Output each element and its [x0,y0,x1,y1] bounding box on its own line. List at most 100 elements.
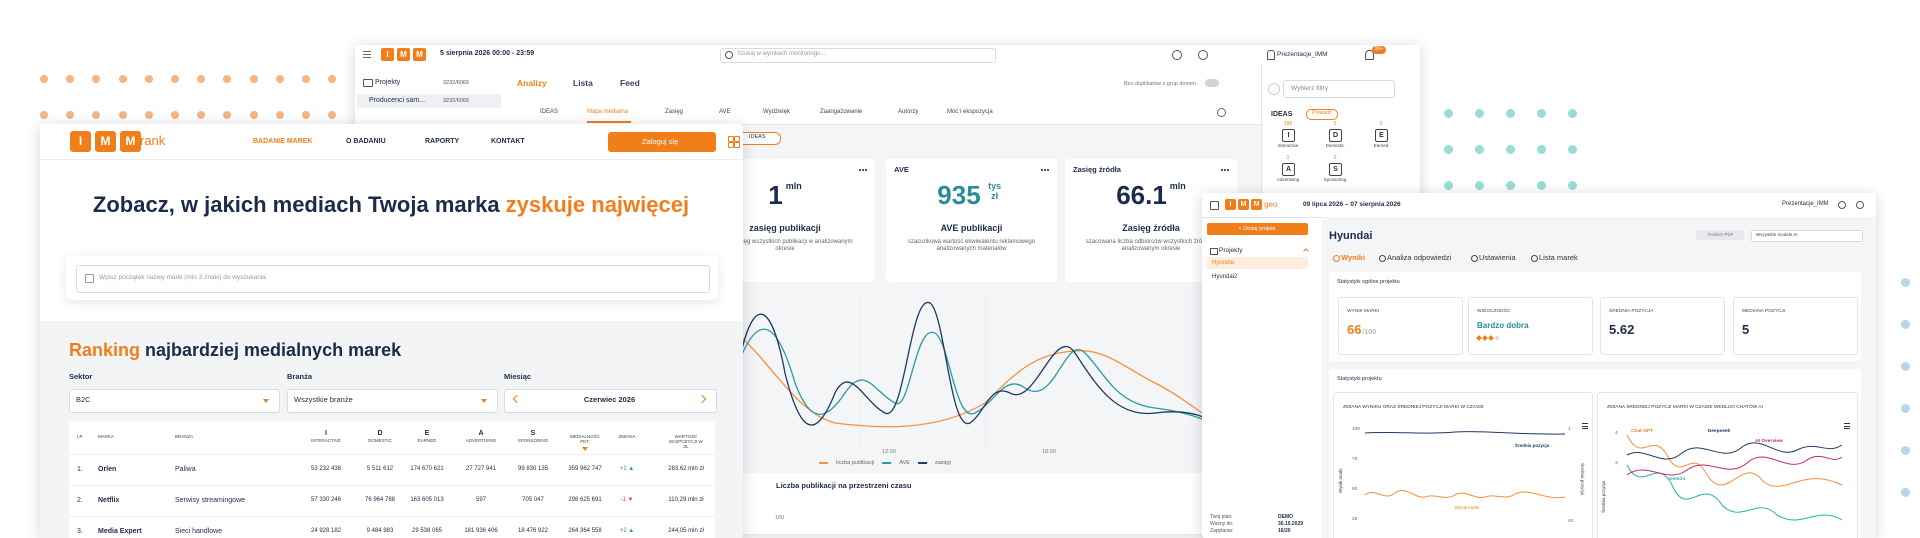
sub-tab[interactable]: IDEAS [540,109,559,115]
user-name[interactable]: Prezentacje_IMM [1277,51,1328,58]
legend-label: zasięg [934,460,951,466]
date-range[interactable]: 09 lipca 2026 – 07 sierpnia 2026 [1303,201,1401,208]
model-select[interactable] [1751,230,1863,242]
header-icon[interactable] [1838,201,1846,209]
filter-icon[interactable]: I [1282,129,1295,142]
bell-icon[interactable] [1365,50,1374,60]
sub-tab[interactable]: Mapa medialna [587,109,629,115]
filter-icon[interactable]: D [1329,129,1342,142]
sub-tab[interactable]: AVE [719,109,731,115]
dot [1475,145,1484,154]
main-tab[interactable]: Lista [573,78,593,88]
table-cell: 1. [77,466,83,473]
grid-icon[interactable] [734,142,740,148]
header-icon[interactable] [1198,50,1208,60]
menu-icon [363,54,371,56]
dot [223,75,232,83]
brand-name[interactable]: Netflix [98,497,120,504]
header-icon[interactable] [1856,201,1864,209]
menu-dot[interactable] [865,169,867,171]
filter-select[interactable] [287,389,498,413]
menu-dot[interactable] [859,169,861,171]
filter-select[interactable] [69,389,280,413]
ranking-highlight: Ranking [69,340,141,360]
user-name[interactable]: Prezentacje_IMM [1782,201,1829,207]
table-cell: 244,05 mln zł [668,528,704,534]
pdf-button[interactable] [1696,230,1744,240]
filter-toggle[interactable] [1268,83,1280,95]
brand-name[interactable]: Media Expert [98,528,142,535]
sidebar-icon[interactable] [1210,201,1219,210]
menu-dot[interactable] [1224,169,1226,171]
menu-dot[interactable] [1227,169,1229,171]
chart-menu[interactable] [1582,423,1588,425]
grid-icon[interactable] [734,136,740,142]
hero-text: Zobacz, w jakich mediach Twoja marka [92,192,500,217]
kpi-number: 66.1 [1116,180,1167,210]
filter-input[interactable] [1283,80,1395,98]
nav-link[interactable]: BADANIE MAREK [253,138,313,145]
y-tick-label: 3 [1615,461,1618,466]
sub-tab[interactable]: Moc i ekspozycja [947,109,993,115]
sidebar-heading[interactable]: Projekty [1219,247,1243,254]
main-tab[interactable]: Feed [620,78,640,88]
settings-icon[interactable] [1217,108,1226,117]
login-button[interactable]: Zaloguj się [608,132,716,152]
header-icon[interactable] [1172,50,1182,60]
dot [1506,109,1515,118]
table-cell: 53 232 438 [310,466,342,472]
sort-arrow[interactable] [582,447,588,451]
project-item[interactable]: Hyundai [1212,260,1235,266]
header-bar [40,124,743,160]
filter-icon[interactable]: A [1282,163,1295,176]
dot [223,110,232,119]
search-icon [85,274,94,283]
menu-dot[interactable] [1221,169,1223,171]
grid-icon[interactable] [728,136,734,142]
nav-link[interactable]: RAPORTY [425,138,460,145]
grid-icon[interactable] [728,142,734,148]
nav-link[interactable]: KONTAKT [491,138,525,145]
toggle[interactable] [1205,79,1219,87]
geo-tab[interactable]: Wyniki [1341,253,1366,262]
main-tab[interactable]: Analizy [517,78,547,88]
menu-dot[interactable] [1047,169,1049,171]
sub-tab[interactable]: Autorzy [898,109,919,115]
chart-menu[interactable] [1844,428,1850,430]
chart-menu[interactable] [1582,425,1588,427]
add-project-button[interactable]: + Dodaj projekt [1207,223,1308,235]
search-input[interactable] [76,265,710,293]
project-item[interactable]: Hyundai2 [1212,274,1238,280]
filter-count: 0 [1333,155,1337,161]
menu-dot[interactable] [1041,169,1043,171]
table-cell: -1 ▼ [620,497,634,503]
stat-number: 66 [1347,322,1362,337]
chart-menu[interactable] [1844,423,1850,425]
sidebar-label[interactable]: Producenci sam... [369,97,426,104]
table-cell: 264 364 558 [568,528,602,534]
search-box[interactable] [720,48,996,63]
sidebar-label[interactable]: Projekty [375,79,401,86]
sub-tab[interactable]: Zasięg [665,109,684,115]
date-range[interactable]: 5 sierpnia 2026 00:00 - 23:59 [440,50,535,57]
project-stats-box [1329,369,1861,538]
y-axis-title: Wynik marki [1338,468,1343,493]
chart-menu[interactable] [1582,428,1588,430]
menu-dot[interactable] [862,169,864,171]
filter-icon[interactable]: S [1329,163,1342,176]
geo-tab[interactable]: Analiza odpowiedzi [1387,253,1452,262]
menu-dot[interactable] [1044,169,1046,171]
chart-menu[interactable] [1844,425,1850,427]
sub-tab[interactable]: Zaangażowanie [820,109,863,115]
series-label: Chat GPT [1631,429,1653,434]
search-placeholder: Szukaj w wynikach monitoringu... [737,51,826,57]
filter-select[interactable] [504,389,717,413]
sub-tab[interactable]: Wydźwięk [763,109,790,115]
geo-tab[interactable]: Lista marek [1539,253,1578,262]
filter-icon[interactable]: E [1375,129,1388,142]
brand-name[interactable]: Orlen [98,466,117,473]
filter-badge-text[interactable]: Prowadź [1312,110,1332,116]
nav-link[interactable]: O BADANIU [346,138,386,145]
geo-tab[interactable]: Ustawienia [1479,253,1516,262]
